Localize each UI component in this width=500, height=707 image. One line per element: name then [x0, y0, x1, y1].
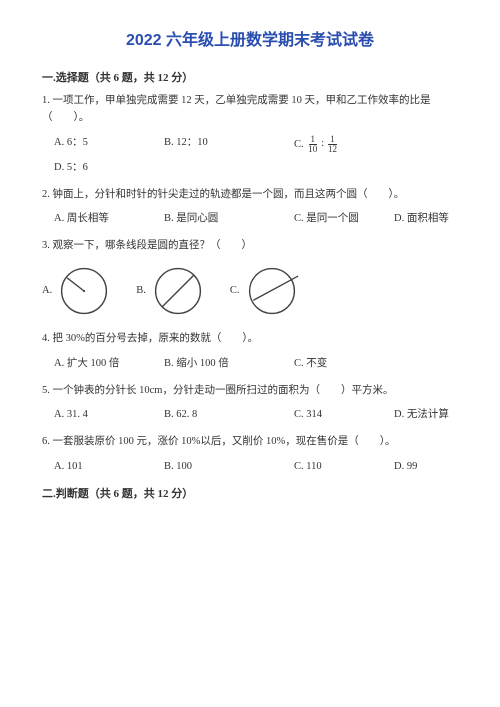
- q2-options: A. 周长相等 B. 是同心圆 C. 是同一个圆 D. 面积相等: [42, 211, 458, 228]
- q6-option-a: A. 101: [54, 459, 164, 476]
- q3-label-a: A.: [42, 283, 52, 300]
- q3-text: 3. 观察一下，哪条线段是圆的直径？（ ）: [42, 238, 458, 255]
- q1-text: 1. 一项工作，甲单独完成需要 12 天，乙单独完成需要 10 天，甲和乙工作效…: [42, 93, 458, 127]
- q5-option-a: A. 31. 4: [54, 407, 164, 424]
- q4-option-c: C. 不变: [294, 356, 394, 373]
- circle-c-icon: [244, 263, 300, 319]
- q1-option-b: B. 12：10: [164, 135, 294, 154]
- q2-option-b: B. 是同心圆: [164, 211, 294, 228]
- section-1-header: 一.选择题（共 6 题，共 12 分）: [42, 70, 458, 88]
- q2-option-a: A. 周长相等: [54, 211, 164, 228]
- q3-circles: A. B. C.: [42, 263, 458, 319]
- q4-options: A. 扩大 100 倍 B. 缩小 100 倍 C. 不变: [42, 356, 458, 373]
- q5-option-d: D. 无法计算: [394, 407, 449, 424]
- circle-b-icon: [150, 263, 206, 319]
- exam-title: 2022 六年级上册数学期末考试试卷: [42, 28, 458, 54]
- question-4: 4. 把 30%的百分号去掉，原来的数就（ ）。 A. 扩大 100 倍 B. …: [42, 331, 458, 373]
- colon-icon: :: [321, 136, 324, 152]
- q5-text: 5. 一个钟表的分针长 10cm，分针走动一圈所扫过的面积为（ ）平方米。: [42, 383, 458, 400]
- q1-option-a: A. 6：5: [54, 135, 164, 154]
- q2-option-c: C. 是同一个圆: [294, 211, 394, 228]
- q3-item-b: B.: [136, 263, 206, 319]
- section-2-header: 二.判断题（共 6 题，共 12 分）: [42, 486, 458, 504]
- q1-option-d: D. 5：6: [54, 160, 458, 177]
- question-3: 3. 观察一下，哪条线段是圆的直径？（ ） A. B. C.: [42, 238, 458, 319]
- q6-option-c: C. 110: [294, 459, 394, 476]
- q6-options: A. 101 B. 100 C. 110 D. 99: [42, 459, 458, 476]
- question-5: 5. 一个钟表的分针长 10cm，分针走动一圈所扫过的面积为（ ）平方米。 A.…: [42, 383, 458, 425]
- q1-optc-fraction: 1 10 : 1 12: [306, 135, 339, 154]
- q1-options-row1: A. 6：5 B. 12：10 C. 1 10 : 1 12: [42, 135, 458, 154]
- question-6: 6. 一套服装原价 100 元，涨价 10%以后，又削价 10%，现在售价是（ …: [42, 434, 458, 476]
- frac-2: 1 12: [326, 135, 339, 154]
- circle-a-icon: [56, 263, 112, 319]
- q2-option-d: D. 面积相等: [394, 211, 449, 228]
- q2-text: 2. 钟面上，分针和时针的针尖走过的轨迹都是一个圆，而且这两个圆（ ）。: [42, 187, 458, 204]
- q6-option-d: D. 99: [394, 459, 417, 476]
- q3-label-b: B.: [136, 283, 146, 300]
- q3-item-a: A.: [42, 263, 112, 319]
- frac-1-den: 10: [306, 145, 319, 154]
- question-2: 2. 钟面上，分针和时针的针尖走过的轨迹都是一个圆，而且这两个圆（ ）。 A. …: [42, 187, 458, 229]
- q4-text: 4. 把 30%的百分号去掉，原来的数就（ ）。: [42, 331, 458, 348]
- q1-option-c: C. 1 10 : 1 12: [294, 135, 394, 154]
- q3-item-c: C.: [230, 263, 300, 319]
- q5-option-b: B. 62. 8: [164, 407, 294, 424]
- frac-1: 1 10: [306, 135, 319, 154]
- q4-option-b: B. 缩小 100 倍: [164, 356, 294, 373]
- q4-option-a: A. 扩大 100 倍: [54, 356, 164, 373]
- question-1: 1. 一项工作，甲单独完成需要 12 天，乙单独完成需要 10 天，甲和乙工作效…: [42, 93, 458, 176]
- q5-option-c: C. 314: [294, 407, 394, 424]
- q5-options: A. 31. 4 B. 62. 8 C. 314 D. 无法计算: [42, 407, 458, 424]
- frac-2-den: 12: [326, 145, 339, 154]
- q6-option-b: B. 100: [164, 459, 294, 476]
- q1-optc-prefix: C.: [294, 139, 304, 150]
- q3-label-c: C.: [230, 283, 240, 300]
- q6-text: 6. 一套服装原价 100 元，涨价 10%以后，又削价 10%，现在售价是（ …: [42, 434, 458, 451]
